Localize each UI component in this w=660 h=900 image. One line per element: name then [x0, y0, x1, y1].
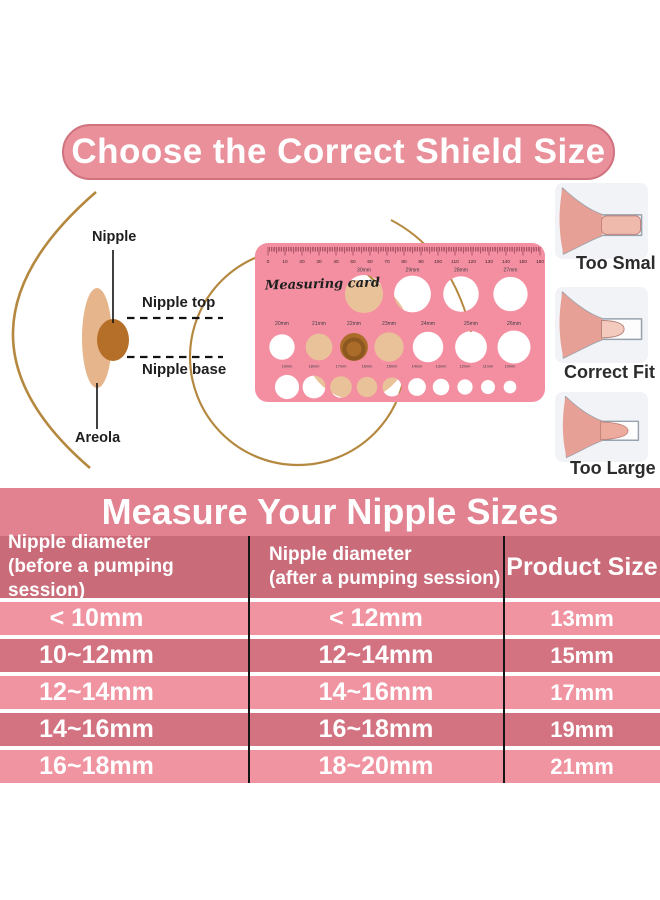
table-cell: 10~12mm [39, 641, 154, 669]
fit-panel-correct-fit [555, 287, 648, 363]
header-before-pumping: Nipple diameter (before a pumping sessio… [0, 532, 256, 601]
table-column-divider [248, 536, 250, 783]
ruler-number: 80 [401, 259, 407, 265]
breast-fill [559, 188, 603, 254]
table-cell: 21mm [550, 754, 614, 779]
measuring-card-title: Measuring card [264, 275, 381, 294]
header-text: Nipple diameter [8, 532, 151, 553]
hole-size-label: 15mm [387, 364, 398, 369]
nipple-too-large [600, 421, 629, 441]
ruler-number: 160 [536, 259, 544, 265]
hole-size-label: 21mm [312, 321, 326, 327]
hole-size-label: 30mm [357, 268, 371, 274]
hole-size-label: 13mm [436, 364, 447, 369]
table-row: < 10mm < 12mm 13mm [0, 602, 660, 635]
header-after-pumping: Nipple diameter (after a pumping session… [249, 536, 523, 598]
table-cell: 15mm [550, 643, 614, 668]
shield-too-large-illustration [562, 396, 640, 458]
hole-size-label: 12mm [460, 364, 471, 369]
header-text: Nipple diameter [269, 544, 412, 565]
table-row: 10~12mm 12~14mm 15mm [0, 639, 660, 672]
ruler-number: 150 [519, 259, 527, 265]
hole-size-label: 20mm [275, 321, 289, 327]
anatomy-and-card-illustration: 0 10 20 30 40 50 60 70 80 90 100 110 120 130 140 150 160… [11, 191, 545, 469]
table-cell: 18~20mm [318, 752, 434, 780]
fit-label-correct-fit: Correct Fit [564, 362, 656, 382]
table-cell: 12~14mm [318, 641, 434, 669]
hole-size-label: 22mm [347, 321, 361, 327]
header-product-size: Product Size [504, 536, 660, 598]
table-cell: 16~18mm [39, 752, 154, 780]
fit-label-too-large: Too Large [570, 458, 656, 478]
nipple-base-label: Nipple base [142, 361, 227, 378]
hole-size-label: 17mm [336, 364, 347, 369]
hole-size-label: 24mm [421, 321, 435, 327]
ruler-number: 130 [485, 259, 493, 265]
hole-size-label: 11mm [483, 364, 494, 369]
table-cell: 14~16mm [318, 678, 434, 706]
nipple-top-label: Nipple top [142, 294, 216, 311]
hole-size-label: 19mm [282, 364, 293, 369]
hole-size-label: 26mm [507, 321, 521, 327]
ruler-number: 30 [316, 259, 322, 265]
table-row: 12~14mm 14~16mm 17mm [0, 676, 660, 709]
nipple-too-small [601, 215, 641, 235]
shield-too-small-illustration [559, 187, 643, 255]
hole-size-label: 10mm [505, 364, 516, 369]
breast-profile-curve [11, 191, 97, 469]
hole-size-label: 14mm [412, 364, 423, 369]
ruler-number: 110 [451, 259, 459, 265]
ruler-number: 0 [267, 259, 270, 265]
ruler-number: 90 [418, 259, 424, 265]
areola-label: Areola [75, 430, 121, 446]
table-column-divider [503, 536, 505, 783]
table-cell: 14~16mm [39, 715, 154, 743]
hole-size-label: 27mm [504, 268, 518, 274]
hole-size-label: 29mm [406, 268, 420, 274]
ruler-number: 100 [434, 259, 442, 265]
header-text: (before a pumping session) [8, 556, 174, 601]
hole-size-label: 16mm [362, 364, 373, 369]
table-cell: 16~18mm [318, 715, 434, 743]
nipple-correct [600, 319, 625, 339]
ruler-number: 20 [299, 259, 305, 265]
nipple-label: Nipple [92, 229, 137, 245]
fit-label-too-small: Too Smal [576, 253, 656, 273]
hole-size-label: 28mm [454, 268, 468, 274]
hole-size-label: 18mm [309, 364, 320, 369]
ruler-number: 120 [468, 259, 476, 265]
page-title-banner: Choose the Correct Shield Size [62, 124, 615, 180]
nipple-shape [97, 319, 129, 361]
fit-panel-too-large [555, 392, 648, 462]
measuring-card [255, 243, 545, 402]
shield-correct-fit-illustration [559, 291, 643, 359]
fit-panel-too-small [555, 183, 648, 259]
table-row: 14~16mm 16~18mm 19mm [0, 713, 660, 746]
header-text: (after a pumping session) [269, 568, 501, 589]
size-table-header: Nipple diameter (before a pumping sessio… [0, 532, 660, 601]
table-row: 16~18mm 18~20mm 21mm [0, 750, 660, 783]
ruler-number: 10 [282, 259, 288, 265]
hole-size-label: 25mm [464, 321, 478, 327]
table-cell: < 12mm [329, 604, 423, 632]
card-hole-labels: 30mm 29mm 28mm 27mm 20mm 21mm 22mm 23mm 24mm 25mm… [275, 268, 521, 369]
areola-shape [82, 288, 112, 388]
ruler-number: 70 [384, 259, 390, 265]
ruler-number: 40 [333, 259, 339, 265]
ruler-number: 50 [350, 259, 356, 265]
hole-size-label: 23mm [382, 321, 396, 327]
ruler-number: 60 [367, 259, 373, 265]
table-cell: 17mm [550, 680, 614, 705]
table-cell: 13mm [550, 606, 614, 631]
card-ruler: 0 10 20 30 40 50 60 70 80 90 100 110 120 130 140 150 160 [267, 247, 544, 265]
header-text: Product Size [506, 553, 658, 581]
table-cell: < 10mm [49, 604, 144, 632]
table-cell: 19mm [550, 717, 614, 742]
ruler-number: 140 [502, 259, 510, 265]
measure-sizes-banner: Measure Your Nipple Sizes [0, 488, 660, 536]
breast-fill [559, 292, 603, 358]
table-cell: 12~14mm [39, 678, 154, 706]
breast-fill [562, 396, 603, 458]
